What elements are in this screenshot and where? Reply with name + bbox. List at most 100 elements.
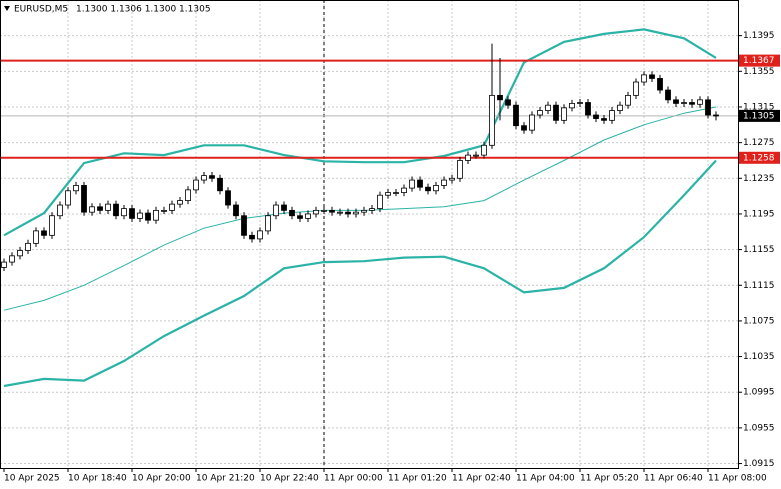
- candle-body: [265, 215, 271, 232]
- price-tag: [739, 109, 780, 122]
- candle-body: [649, 74, 655, 79]
- candle-body: [49, 215, 55, 236]
- candle-body: [137, 212, 143, 219]
- candle-body: [145, 212, 151, 221]
- candle-body: [225, 190, 231, 206]
- y-tick-label: 1.1275: [743, 138, 775, 148]
- x-tick-label: 11 Apr 06:40: [644, 474, 703, 484]
- ohlc-text: 1.1300 1.1306 1.1300 1.1305: [76, 5, 211, 15]
- candle-body: [257, 230, 263, 240]
- candle-body: [681, 102, 687, 104]
- candle-body: [377, 194, 383, 209]
- y-tick-label: 1.0995: [743, 388, 775, 398]
- candle-body: [689, 102, 695, 105]
- level-label: 1.1367: [743, 56, 775, 66]
- candle-body: [417, 179, 423, 188]
- candle-body: [705, 99, 711, 116]
- x-tick-label: 10 Apr 18:40: [68, 474, 127, 484]
- menu-arrow[interactable]: [4, 6, 10, 11]
- candle-body: [593, 114, 599, 119]
- candle-body: [393, 192, 399, 194]
- plot-area: [0, 0, 738, 468]
- candle-body: [169, 203, 175, 211]
- candle-body: [313, 209, 319, 215]
- candle-body: [609, 110, 615, 121]
- candle-body: [441, 179, 447, 186]
- candle-body: [601, 118, 607, 121]
- bollinger-band: [3, 28, 717, 237]
- candle-body: [505, 99, 511, 106]
- symbol: EURUSD,M5: [14, 5, 68, 15]
- candle-body: [345, 211, 351, 215]
- x-tick-label: 11 Apr 01:20: [388, 474, 447, 484]
- candle-body: [497, 94, 503, 101]
- candle-body: [409, 179, 415, 189]
- candle-body: [153, 209, 159, 221]
- candle-body: [465, 154, 471, 161]
- candle-body: [361, 209, 367, 213]
- x-tick-label: 10 Apr 2025: [4, 474, 60, 484]
- x-tick-label: 11 Apr 04:00: [516, 474, 575, 484]
- y-tick-label: 1.1395: [743, 31, 775, 41]
- candle-body: [209, 175, 215, 179]
- candle-body: [161, 209, 167, 212]
- x-tick-label: 10 Apr 20:00: [132, 474, 191, 484]
- candle-body: [177, 200, 183, 205]
- candle-body: [121, 208, 127, 217]
- candle-body: [449, 177, 455, 181]
- candle-body: [633, 81, 639, 96]
- y-tick-label: 1.0955: [743, 423, 775, 433]
- y-tick-label: 1.0915: [743, 459, 775, 469]
- candle-body: [625, 94, 631, 106]
- candle-body: [201, 175, 207, 181]
- candle-body: [217, 177, 223, 192]
- x-tick-label: 11 Apr 00:00: [324, 474, 383, 484]
- candle-body: [657, 78, 663, 91]
- plot-frame: [0, 0, 739, 469]
- candle-body: [433, 185, 439, 192]
- candle-body: [97, 206, 103, 211]
- candle-body: [401, 187, 407, 193]
- candle-body: [321, 209, 327, 212]
- candle-body: [545, 104, 551, 111]
- candle-body: [641, 74, 647, 83]
- y-tick-label: 1.1195: [743, 209, 775, 219]
- candle-body: [129, 208, 135, 219]
- candle-body: [585, 102, 591, 116]
- x-tick-label: 11 Apr 05:20: [580, 474, 639, 484]
- candle-body: [481, 144, 487, 156]
- candle-body: [617, 104, 623, 111]
- candle-body: [305, 213, 311, 219]
- candle-body: [337, 211, 343, 214]
- level-tag: [739, 151, 780, 164]
- x-tick-label: 10 Apr 21:20: [196, 474, 255, 484]
- candle-body: [425, 186, 431, 192]
- candle-body: [65, 190, 71, 206]
- candle-body: [241, 215, 247, 236]
- candle-body: [297, 215, 303, 219]
- candle-body: [529, 114, 535, 131]
- candle-body: [25, 242, 31, 251]
- candle-body: [113, 203, 119, 217]
- candle-body: [577, 102, 583, 104]
- candle-body: [673, 99, 679, 104]
- bollinger-band: [3, 159, 717, 388]
- candle-body: [353, 211, 359, 215]
- candle-body: [697, 99, 703, 105]
- candle-body: [489, 94, 495, 146]
- candle-body: [537, 110, 543, 116]
- candle-body: [17, 250, 23, 257]
- x-tick-label: 10 Apr 22:40: [260, 474, 319, 484]
- candle-body: [369, 208, 375, 211]
- candle-body: [249, 234, 255, 240]
- candle-body: [385, 192, 391, 196]
- candle-body: [273, 204, 279, 217]
- candle-body: [33, 230, 39, 244]
- x-tick-label: 11 Apr 02:40: [452, 474, 511, 484]
- y-tick-label: 1.1075: [743, 316, 775, 326]
- y-tick-label: 1.1355: [743, 67, 775, 77]
- candle-body: [457, 160, 463, 179]
- level-tag: [739, 54, 780, 67]
